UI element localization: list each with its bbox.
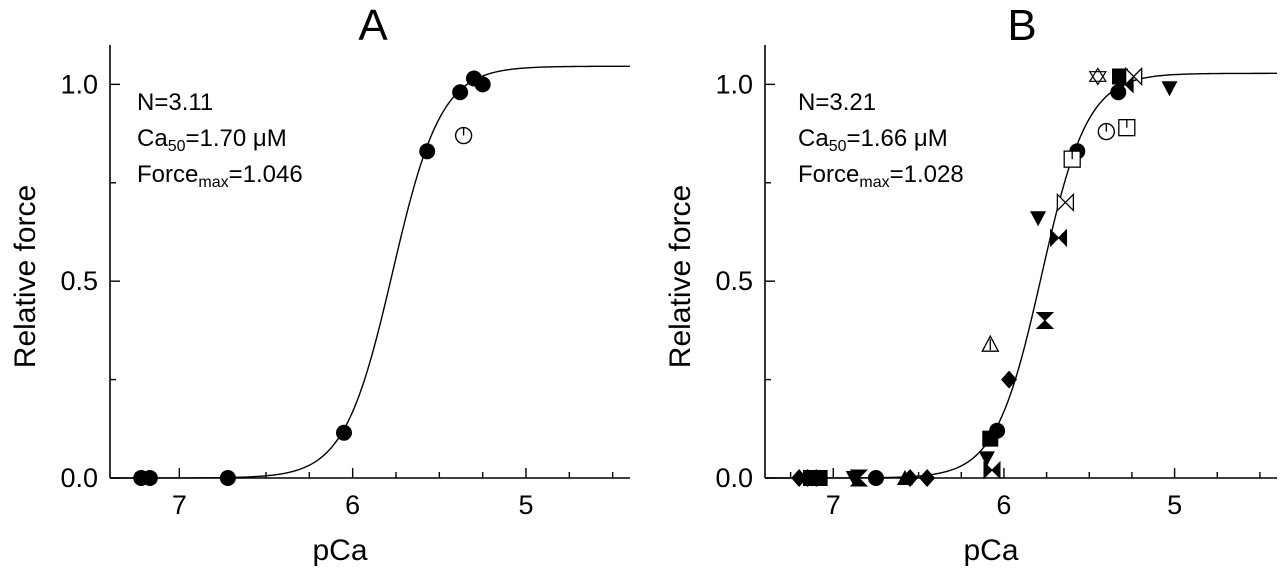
panel-b-y-tick-label: 0.5: [715, 266, 753, 296]
panel-b-point-filled-triangle-up: [896, 470, 913, 485]
panel-a: 0.0 0.5 1.0 7 6 5 pCa Relative force A N=3.11 Ca50…: [9, 1, 630, 567]
panel-b-point-open-triangle-bar: [981, 334, 1000, 352]
panel-a-annotation-ca50-main: Ca: [137, 125, 168, 152]
panel-b-letter: B: [1007, 1, 1036, 50]
panel-b-x-axis-label: pCa: [963, 534, 1018, 567]
panel-b-annotation-forcemax-rest: =1.028: [890, 161, 964, 188]
panel-a-annotation-n: N=3.11: [137, 89, 213, 116]
panel-b-point-filled-diamond: [1001, 370, 1018, 389]
panel-a-annotation-ca50-sub: 50: [168, 138, 186, 155]
panel-a-point-filled-circle: [219, 470, 236, 486]
panel-b-x-tick-label: 7: [826, 490, 841, 520]
panel-a-y-axis-label: Relative force: [9, 185, 42, 368]
panel-b-fit-curve: [765, 72, 1277, 479]
panel-a-point-filled-circle: [419, 143, 436, 160]
panel-b-point-filled-square: [811, 470, 828, 486]
panel-b-point-filled-triangle-down: [1030, 211, 1047, 227]
panel-a-point-filled-circle: [452, 84, 469, 101]
panel-a-x-axis-label: pCa: [312, 534, 367, 567]
panel-b-annotation-forcemax-sub: max: [859, 174, 889, 191]
panel-b-point-open-bowtie: [1124, 66, 1143, 87]
panel-b-annotation-ca50-sub: 50: [829, 138, 847, 155]
panel-b-point-filled-bowtie: [983, 460, 1001, 480]
panel-b-point-open-bowtie: [1056, 192, 1075, 213]
panel-a-letter: A: [358, 1, 388, 50]
panel-a-point-filled-circle: [474, 76, 491, 93]
panel-b-point-filled-circle: [989, 422, 1006, 439]
panel-b-y-tick-label: 1.0: [715, 69, 753, 99]
panel-b-point-open-square-tick: [1063, 150, 1081, 168]
panel-b-point-filled-triangle-down: [1161, 81, 1178, 97]
panel-b-annotation-n: N=3.21: [798, 89, 876, 116]
panel-b-point-filled-circle: [1110, 84, 1127, 101]
panel-b-y-tick-label: 0.0: [715, 463, 753, 493]
panel-b-annotation-ca50-main: Ca: [798, 125, 829, 152]
panel-a-y-tick-label: 1.0: [60, 69, 98, 99]
panel-a-x-tick-label: 7: [172, 490, 187, 520]
panel-b-annotation-forcemax: Forcemax=1.028: [798, 161, 964, 191]
panel-a-annotation-ca50: Ca50=1.70 μM: [137, 125, 287, 155]
panel-a-annotation-forcemax-sub: max: [198, 174, 228, 191]
panel-b-point-filled-triangle-down: [978, 451, 995, 467]
panel-b-x-tick-label: 5: [1167, 490, 1182, 520]
panel-b-y-axis-label: Relative force: [664, 185, 697, 368]
panel-b-annotation-ca50-rest: =1.66 μM: [846, 125, 947, 152]
panel-a-y-tick-label: 0.0: [60, 463, 98, 493]
panel-a-point-filled-circle: [336, 424, 352, 441]
panel-b-point-filled-diamond: [919, 469, 936, 487]
panel-b: 0.0 0.5 1.0 7 6 5 pCa Relative force B N=3.21 Ca50…: [664, 1, 1277, 567]
panel-b-point-open-square-tick: [1118, 119, 1136, 137]
panel-b-annotation-forcemax-main: Force: [798, 161, 859, 188]
panel-b-point-filled-bowtie: [1050, 228, 1068, 248]
panel-b-point-open-star: [1088, 67, 1107, 86]
panel-a-x-tick-label: 5: [518, 490, 533, 520]
panel-b-point-open-star-down: [1088, 71, 1107, 86]
panel-a-annotation-forcemax: Forcemax=1.046: [137, 161, 303, 191]
panel-b-point-filled-hourglass: [1035, 312, 1055, 330]
panel-a-point-open-circle-tick: [454, 126, 473, 145]
panel-b-point-filled-square: [1111, 68, 1128, 85]
panel-a-point-filled-circle: [141, 470, 158, 486]
panel-a-x-tick-label: 6: [345, 490, 360, 520]
panel-a-annotation-forcemax-rest: =1.046: [229, 161, 303, 188]
panel-a-fit-curve: [110, 65, 630, 479]
panel-b-annotation-ca50: Ca50=1.66 μM: [798, 125, 948, 155]
panel-a-annotation-forcemax-main: Force: [137, 161, 198, 188]
panel-b-point-open-circle-tick: [1097, 122, 1116, 141]
panel-a-annotation-ca50-rest: =1.70 μM: [185, 125, 286, 152]
panel-b-x-tick-label: 6: [996, 490, 1011, 520]
panel-b-point-filled-hourglass: [849, 469, 869, 487]
panel-a-y-tick-label: 0.5: [60, 266, 98, 296]
panel-b-point-filled-circle: [867, 470, 884, 486]
